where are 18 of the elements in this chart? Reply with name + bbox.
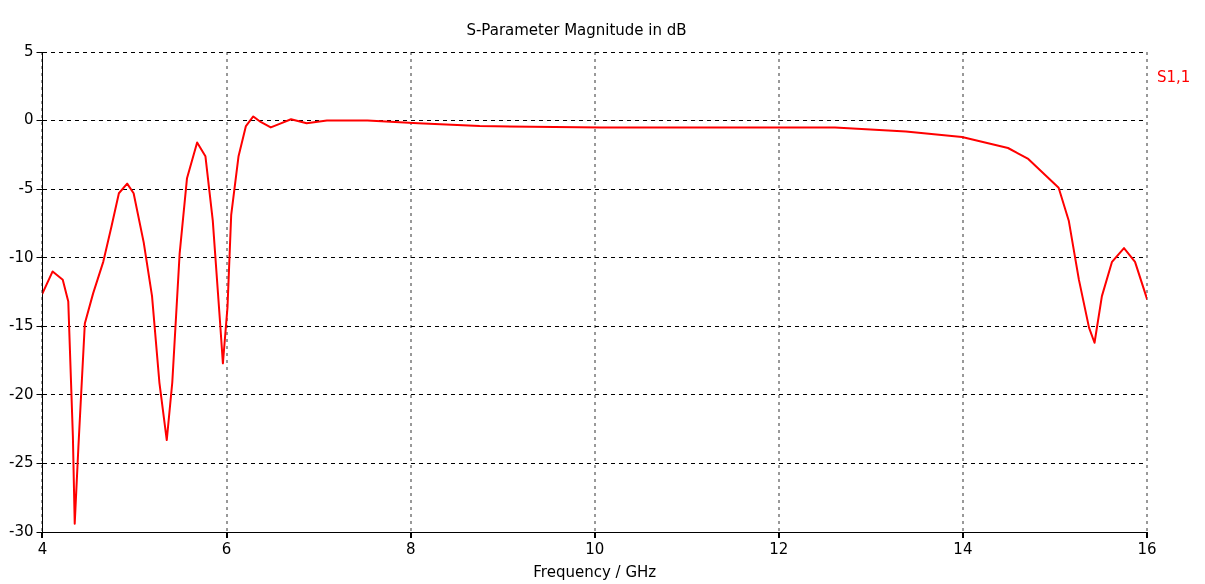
x-tick-label: 4 <box>37 539 48 558</box>
x-tick-label: 6 <box>221 539 232 558</box>
y-tick-label: 0 <box>23 110 34 129</box>
x-tick-label: 14 <box>953 539 973 558</box>
y-tick-label: -25 <box>9 453 34 472</box>
y-tick-label: -15 <box>9 316 34 335</box>
x-tick-label: 12 <box>769 539 789 558</box>
x-axis-title: Frequency / GHz <box>533 562 657 581</box>
x-tick-label: 16 <box>1137 539 1157 558</box>
y-tick-label: -20 <box>9 384 34 403</box>
y-tick-label: -5 <box>18 179 34 198</box>
x-tick-label: 10 <box>585 539 605 558</box>
text: S1,1 <box>1157 67 1191 86</box>
y-tick-label: -10 <box>9 247 34 266</box>
x-tick-label: 8 <box>405 539 416 558</box>
y-tick-label: -30 <box>9 521 34 540</box>
chart-title: S-Parameter Magnitude in dB <box>466 20 687 39</box>
y-tick-label: 5 <box>23 41 34 60</box>
